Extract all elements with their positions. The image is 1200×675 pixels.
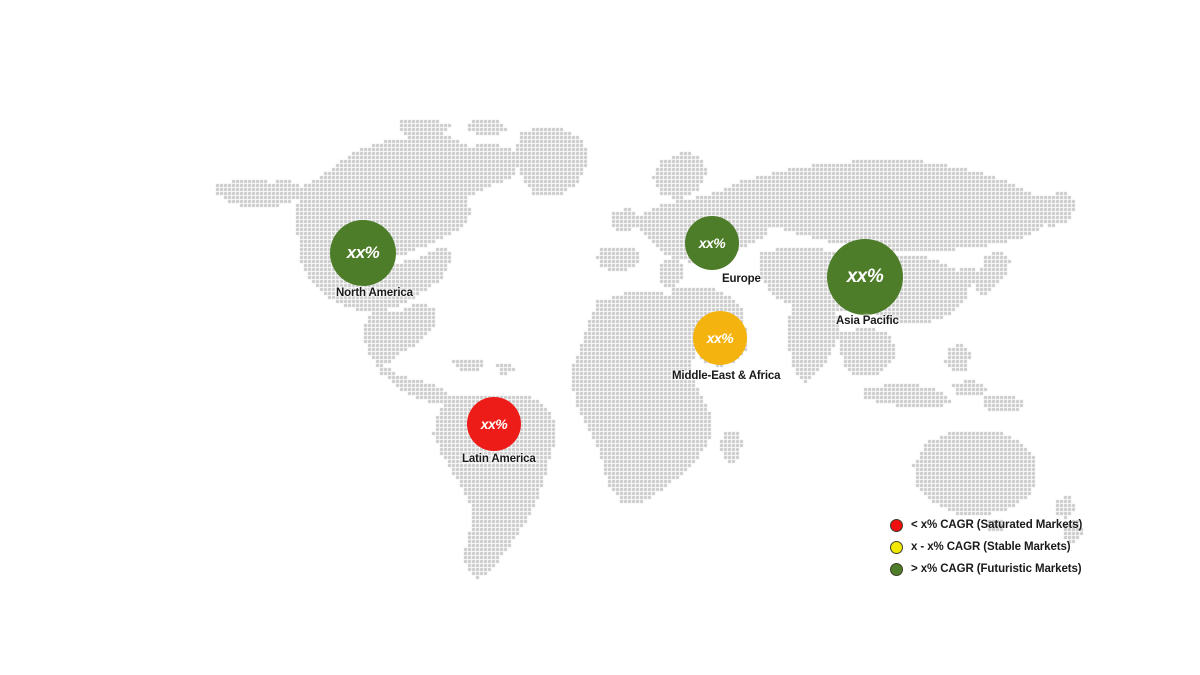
- region-value: xx%: [693, 311, 747, 365]
- region-bubble-asia-pacific[interactable]: xx%: [827, 239, 903, 315]
- region-bubble-europe[interactable]: xx%: [685, 216, 739, 270]
- legend-dot-saturated-icon: [890, 518, 903, 532]
- region-bubble-latin-america[interactable]: xx%: [467, 397, 521, 451]
- legend-dot-stable-icon: [890, 540, 903, 554]
- legend-label-saturated: < x% CAGR (Saturated Markets): [911, 519, 1083, 531]
- legend-item-futuristic: > x% CAGR (Futuristic Markets): [890, 562, 1082, 576]
- region-bubble-middle-east-africa[interactable]: xx%: [693, 311, 747, 365]
- region-label: Asia Pacific: [836, 315, 899, 327]
- region-label: North America: [336, 287, 413, 299]
- region-value: xx%: [330, 220, 396, 286]
- legend-item-stable: x - x% CAGR (Stable Markets): [890, 540, 1082, 554]
- legend-dot-futuristic-icon: [890, 562, 903, 576]
- legend-item-saturated: < x% CAGR (Saturated Markets): [890, 518, 1082, 532]
- legend: < x% CAGR (Saturated Markets) x - x% CAG…: [890, 518, 1082, 576]
- region-label: Europe: [722, 273, 761, 285]
- legend-label-futuristic: > x% CAGR (Futuristic Markets): [911, 563, 1082, 575]
- region-value: xx%: [685, 216, 739, 270]
- legend-label-stable: x - x% CAGR (Stable Markets): [911, 541, 1071, 553]
- region-value: xx%: [827, 239, 903, 315]
- region-bubble-north-america[interactable]: xx%: [330, 220, 396, 286]
- region-label: Middle-East & Africa: [672, 370, 781, 382]
- region-label: Latin America: [462, 453, 536, 465]
- region-value: xx%: [467, 397, 521, 451]
